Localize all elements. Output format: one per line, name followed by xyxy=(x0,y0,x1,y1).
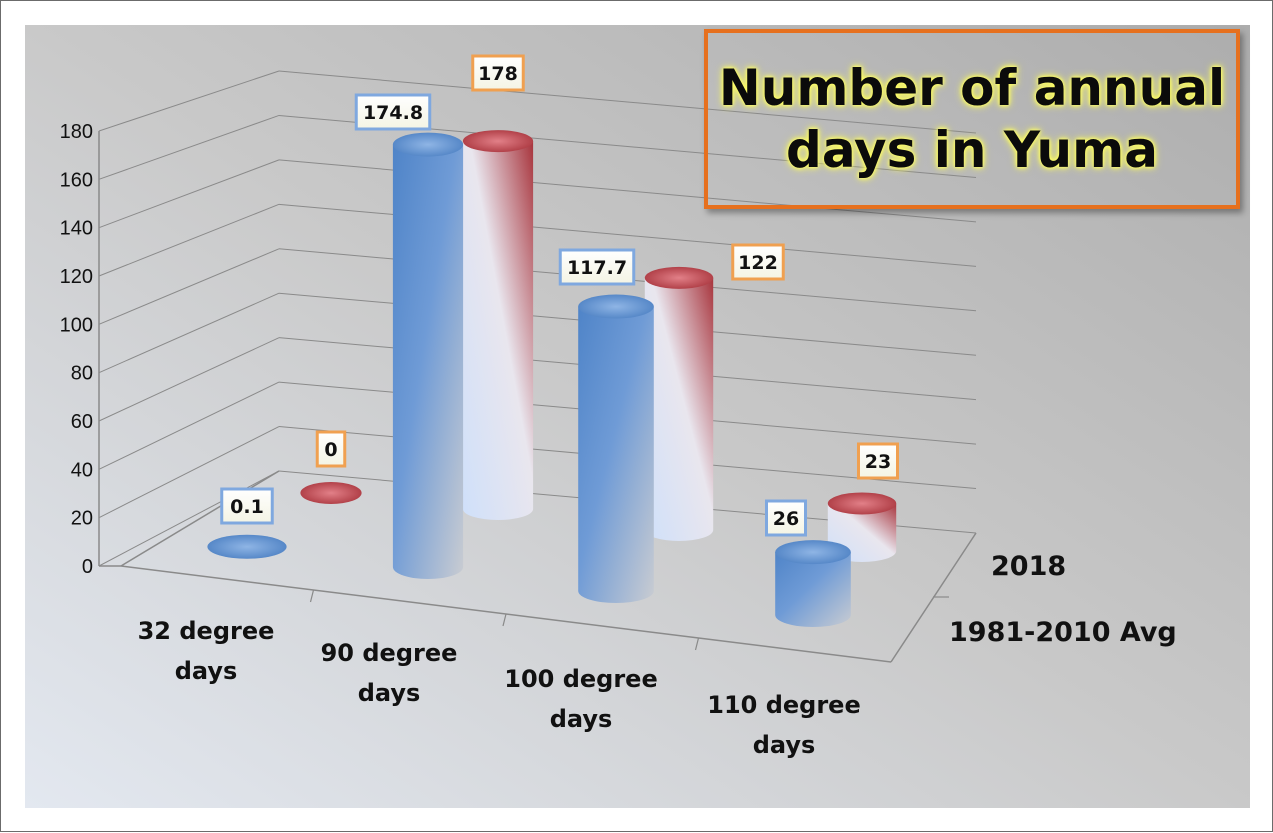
side-gridline xyxy=(98,70,280,132)
data-label-box xyxy=(354,93,432,131)
y-tick-label: 80 xyxy=(71,363,93,385)
avg-data-label: 0.1 xyxy=(220,487,274,525)
data-label-value: 122 xyxy=(738,252,778,274)
data-label-value: 117.7 xyxy=(567,257,627,279)
y-tick-label: 20 xyxy=(71,508,93,530)
data-label-box xyxy=(471,54,525,92)
series-axis-label: 1981-2010 Avg xyxy=(949,617,1177,648)
y2018-cylinder xyxy=(644,266,714,541)
data-label-box xyxy=(315,430,347,468)
data-label-value: 26 xyxy=(773,508,799,530)
chart-title: Number of annual days in Yuma xyxy=(718,59,1226,179)
side-gridline xyxy=(98,203,280,277)
side-gridline xyxy=(98,292,280,374)
y-tick-label: 100 xyxy=(60,314,93,336)
data-labels: 0.1 174.8 117.7 26 0 178 122 23 xyxy=(220,54,899,537)
data-label-box xyxy=(220,487,274,525)
y2018-cylinder-top xyxy=(300,482,362,504)
y-tick-label: 120 xyxy=(60,266,93,288)
back-gridline xyxy=(278,70,977,134)
avg-data-label: 26 xyxy=(765,499,807,537)
y-tick-label: 0 xyxy=(82,556,93,578)
avg-cylinder-top xyxy=(775,540,851,565)
avg-cylinder-body xyxy=(578,306,654,603)
y2018-data-label: 23 xyxy=(857,442,899,480)
x-tick xyxy=(694,637,700,651)
avg-cylinder xyxy=(775,540,851,627)
y-tick-label: 40 xyxy=(71,459,93,481)
side-gridline xyxy=(98,470,280,567)
avg-cylinder-body xyxy=(775,552,851,627)
data-label-box xyxy=(765,499,807,537)
x-category-label: 32 degree days xyxy=(138,617,275,685)
avg-data-label: 117.7 xyxy=(558,248,636,286)
x-category-label: 110 degree days xyxy=(707,691,860,759)
y2018-cylinder-body xyxy=(462,141,534,520)
data-label-value: 23 xyxy=(865,451,891,473)
y2018-cylinder xyxy=(462,130,534,520)
data-label-value: 0 xyxy=(324,439,337,461)
axis-text: 0 20 40 60 80 100 120 140 160 180 32 degree days 90 … xyxy=(60,121,1177,759)
y2018-data-label: 0 xyxy=(315,430,347,468)
side-gridline xyxy=(98,426,280,519)
y-tick-label: 140 xyxy=(60,218,93,240)
avg-data-label: 174.8 xyxy=(354,93,432,131)
avg-cylinder xyxy=(578,294,654,603)
side-gridline xyxy=(98,337,280,422)
y-tick-label: 160 xyxy=(60,169,93,191)
x-category-label: 100 degree days xyxy=(504,665,657,733)
y-tick-label: 60 xyxy=(71,411,93,433)
avg-cylinder-top xyxy=(392,132,464,157)
y2018-data-label: 122 xyxy=(731,243,785,281)
data-label-value: 0.1 xyxy=(230,496,264,518)
avg-cylinder xyxy=(392,132,464,580)
series-axis-label: 2018 xyxy=(991,551,1066,582)
axes xyxy=(98,131,977,663)
cylinders xyxy=(207,130,897,627)
side-gridline xyxy=(98,159,280,229)
y2018-cylinder-top xyxy=(644,266,714,289)
y2018-cylinder xyxy=(300,482,362,504)
title-box: Number of annual days in Yuma xyxy=(704,29,1240,209)
side-gridline xyxy=(98,381,280,470)
x-tick xyxy=(309,589,315,603)
avg-cylinder-top xyxy=(207,534,287,559)
y2018-cylinder-top xyxy=(462,130,534,153)
y2018-cylinder-top xyxy=(827,492,897,515)
data-label-box xyxy=(558,248,636,286)
y2018-data-label: 178 xyxy=(471,54,525,92)
x-category-label: 90 degree days xyxy=(321,639,458,707)
avg-cylinder-body xyxy=(392,144,464,580)
floor-left-edge xyxy=(120,470,280,567)
avg-cylinder-top xyxy=(578,294,654,319)
x-tick xyxy=(502,613,507,627)
data-label-value: 174.8 xyxy=(363,102,423,124)
data-label-box xyxy=(857,442,899,480)
data-label-box xyxy=(731,243,785,281)
y2018-cylinder-body xyxy=(644,277,714,541)
y-tick-label: 180 xyxy=(60,121,93,143)
avg-cylinder xyxy=(207,534,287,559)
data-label-value: 178 xyxy=(478,63,518,85)
side-gridline xyxy=(98,248,280,325)
side-gridline xyxy=(98,114,280,180)
